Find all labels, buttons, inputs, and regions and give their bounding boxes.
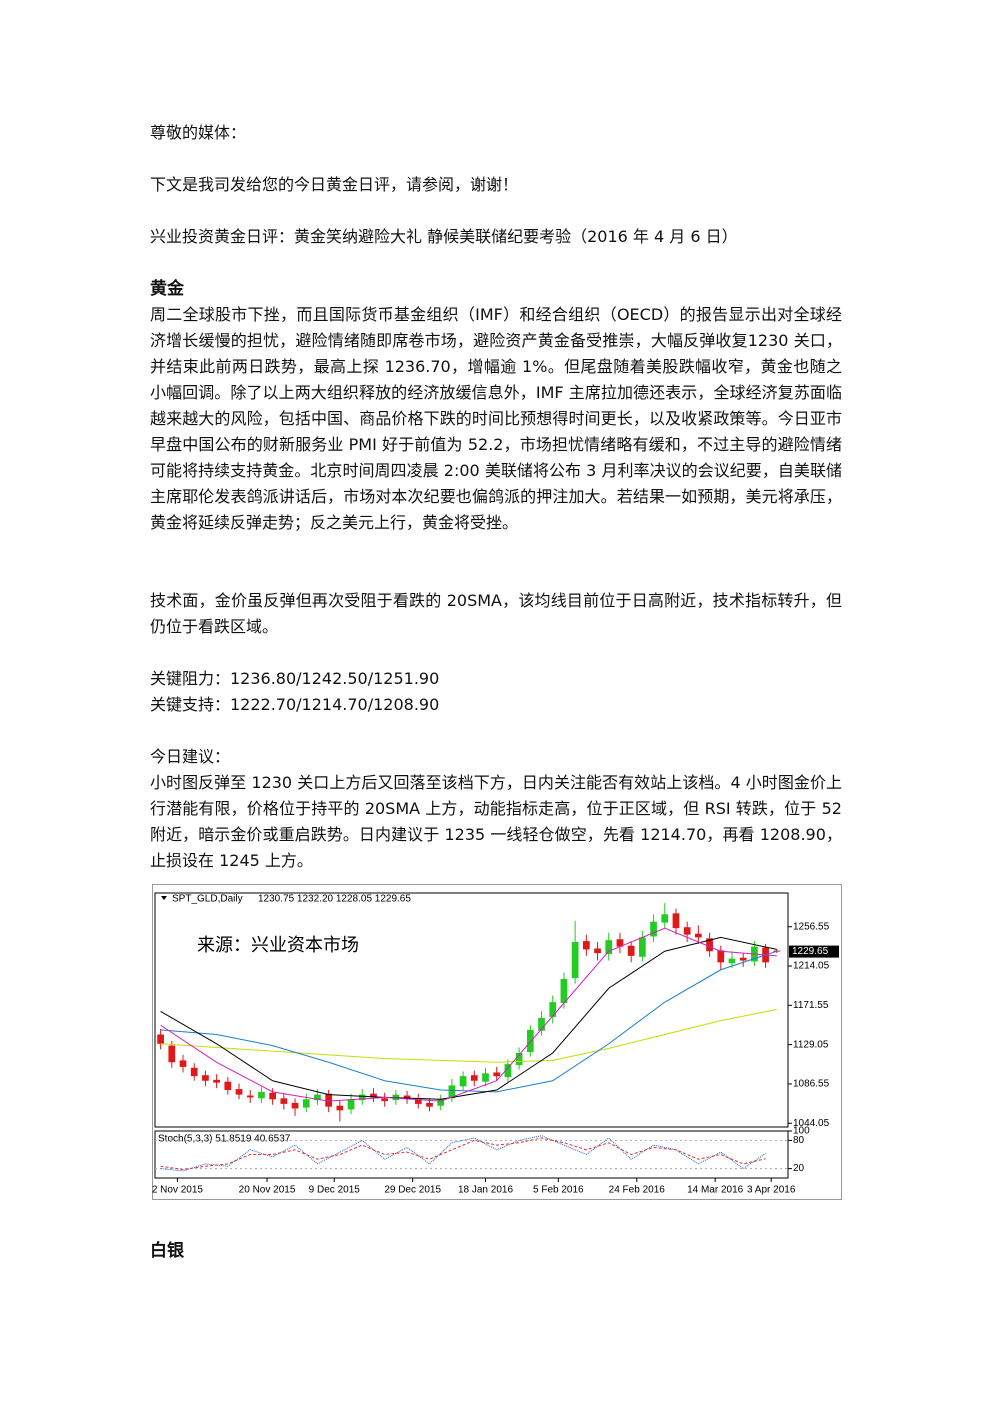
candle-body: [661, 914, 669, 923]
candle-body: [706, 938, 713, 952]
greeting: 尊敬的媒体：: [150, 123, 247, 142]
section-heading: 黄金: [150, 279, 184, 299]
x-tick-label: 14 Mar 2016: [687, 1185, 744, 1196]
candle-body: [358, 1094, 366, 1101]
candle-body: [381, 1098, 389, 1102]
candle-body: [302, 1099, 310, 1108]
section-heading: 白银: [150, 1241, 184, 1261]
y-tick-label: 1256.55: [793, 921, 830, 932]
resistance: 关键阻力：1236.80/1242.50/1251.90: [150, 669, 440, 688]
candle-body: [314, 1094, 321, 1101]
candle-body: [224, 1081, 232, 1091]
moving-average: [160, 936, 777, 1100]
stoch-frame: [154, 1130, 789, 1179]
candle-body: [728, 958, 736, 964]
x-tick-label: 3 Apr 2016: [747, 1185, 796, 1196]
chart: SPT_GLD,Daily 1230.75 1232.20 1228.05 12…: [152, 884, 842, 1200]
ohlc-label: 1230.75 1232.20 1228.05 1229.65: [258, 894, 411, 905]
candle-body: [168, 1045, 176, 1063]
paragraph: 周二全球股市下挫，而且国际货币基金组织（IMF）和经合组织（OECD）的报告显示…: [150, 305, 842, 532]
stoch-line: [160, 1135, 766, 1172]
chart-frame: [152, 884, 842, 1200]
candle-body: [571, 942, 579, 979]
moving-average: [160, 1009, 777, 1063]
candle-body: [638, 937, 646, 957]
paragraph: 技术面，金价虽反弹但再次受阻于看跌的 20SMA，该均线目前位于日高附近，技术指…: [150, 591, 842, 636]
candle-body: [336, 1105, 344, 1111]
candle-body: [515, 1053, 523, 1066]
support: 关键支持：1222.70/1214.70/1208.90: [150, 695, 440, 714]
candle-body: [538, 1017, 545, 1031]
moving-average: [160, 927, 777, 1102]
candle-body: [437, 1099, 445, 1106]
candle-body: [493, 1072, 501, 1077]
candle-body: [448, 1085, 456, 1099]
paragraph: 小时图反弹至 1230 关口上方后又回落至该档下方，日内关注能否有效站上该档。4…: [150, 773, 842, 870]
intro: 下文是我司发给您的今日黄金日评，请参阅，谢谢！: [150, 175, 519, 194]
y-tick-label: 1086.55: [793, 1079, 830, 1090]
candle-body: [459, 1076, 467, 1087]
candle-body: [650, 921, 657, 937]
candle-body: [717, 950, 725, 963]
advice-heading: 今日建议：: [150, 747, 231, 766]
headline: 兴业投资黄金日评：黄金笑纳避险大礼 静候美联储纪要考验（2016 年 4 月 6…: [150, 227, 738, 246]
y-tick-label: 20: [793, 1163, 805, 1174]
candle-body: [526, 1029, 534, 1053]
last-price-label: 1229.65: [792, 946, 829, 957]
x-tick-label: 9 Dec 2015: [309, 1185, 361, 1196]
candle-body: [235, 1089, 243, 1095]
candle-body: [470, 1075, 478, 1081]
stoch-label: Stoch(5,3,3) 51.8519 40.6537: [158, 1134, 291, 1145]
y-tick-label: 1129.05: [793, 1039, 829, 1050]
candle-body: [202, 1075, 209, 1081]
annotation: 来源：兴业资本市场: [197, 935, 359, 956]
candle-body: [605, 940, 613, 955]
candle-body: [695, 933, 702, 938]
x-tick-label: 2 Nov 2015: [152, 1185, 203, 1196]
x-tick-label: 24 Feb 2016: [609, 1185, 666, 1196]
candle-body: [325, 1093, 333, 1107]
plot-frame: [154, 892, 789, 1128]
chart-title: SPT_GLD,Daily: [172, 894, 243, 905]
candle-body: [347, 1099, 355, 1110]
x-tick-label: 20 Nov 2015: [239, 1185, 296, 1196]
candle-body: [560, 979, 568, 1004]
candle-body: [403, 1095, 411, 1100]
candle-body: [246, 1095, 254, 1098]
candle-body: [627, 945, 635, 956]
candle-body: [370, 1093, 377, 1098]
icon: [161, 896, 167, 900]
candle-body: [179, 1060, 187, 1067]
candle-body: [291, 1102, 299, 1109]
candle-body: [426, 1102, 433, 1107]
candle-body: [616, 939, 624, 947]
y-tick-label: 1044.05: [793, 1118, 830, 1129]
x-tick-label: 18 Jan 2016: [458, 1185, 513, 1196]
candle-body: [683, 927, 691, 935]
candle-body: [504, 1064, 512, 1078]
x-tick-label: 5 Feb 2016: [533, 1185, 584, 1196]
y-tick-label: 80: [793, 1135, 805, 1146]
candle-body: [773, 950, 781, 952]
candle-body: [414, 1098, 422, 1104]
candle-body: [549, 1002, 557, 1017]
x-tick-label: 29 Dec 2015: [384, 1185, 441, 1196]
candle-body: [269, 1092, 276, 1100]
candle-body: [190, 1067, 198, 1077]
candle-body: [594, 948, 601, 954]
candle-body: [482, 1073, 489, 1082]
y-tick-label: 1214.05: [793, 961, 830, 972]
y-tick-label: 1171.55: [793, 1000, 829, 1011]
candle-body: [258, 1091, 265, 1099]
candle-body: [213, 1079, 220, 1083]
stoch-line: [160, 1137, 766, 1171]
candle-body: [157, 1034, 164, 1044]
candle-body: [280, 1098, 288, 1104]
candle-body: [582, 941, 590, 950]
y-tick-label: 100: [793, 1126, 810, 1137]
candle-body: [739, 957, 747, 961]
candle-body: [672, 913, 680, 929]
last-price-box: [789, 945, 839, 958]
